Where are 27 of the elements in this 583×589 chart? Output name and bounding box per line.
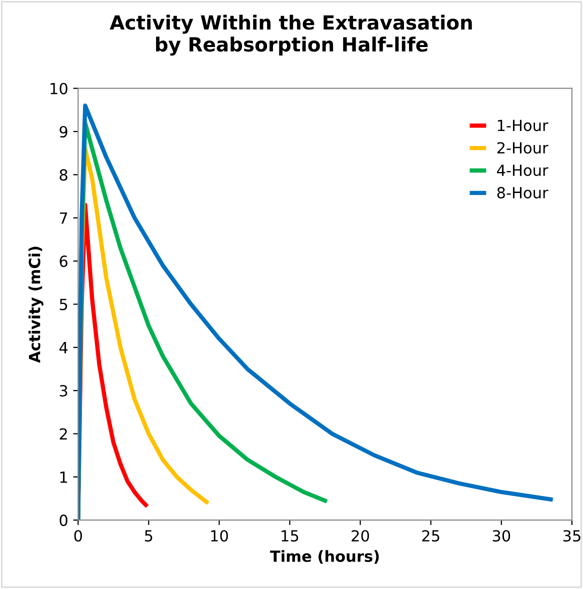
legend-label: 8-Hour (497, 186, 548, 198)
y-tick-label: 8 (60, 169, 68, 181)
x-tick-label: 15 (282, 530, 298, 542)
y-tick-label: 5 (60, 298, 68, 310)
x-tick-label: 10 (211, 530, 228, 542)
y-axis-title: Activity (mCi) (28, 246, 44, 363)
y-tick-label: 9 (60, 126, 68, 138)
x-axis-title: Time (hours) (270, 550, 379, 564)
y-tick-label: 3 (60, 385, 68, 397)
line-series (78, 104, 553, 520)
chart-title: Activity Within the Extravasation by Reabsorption Half-life (110, 14, 472, 56)
x-tick-label: 5 (144, 530, 152, 542)
x-tick-label: 0 (74, 530, 82, 542)
y-tick-label: 6 (60, 256, 68, 268)
legend-label: 1-Hour (498, 120, 548, 132)
x-tick-label: 35 (563, 530, 580, 542)
x-tick-label: 30 (492, 530, 510, 542)
y-tick-label: 0 (60, 514, 68, 526)
y-tick-label: 10 (50, 82, 68, 94)
legend-label: 2-Hour (497, 142, 548, 154)
y-tick-label: 1 (60, 472, 67, 483)
y-tick-label: 2 (60, 428, 67, 440)
x-tick-label: 25 (422, 530, 440, 542)
x-tick-label: 20 (352, 530, 369, 542)
y-tick-label: 4 (59, 342, 68, 354)
y-tick-label: 7 (60, 212, 68, 224)
legend-label: 4-Hour (497, 164, 548, 176)
